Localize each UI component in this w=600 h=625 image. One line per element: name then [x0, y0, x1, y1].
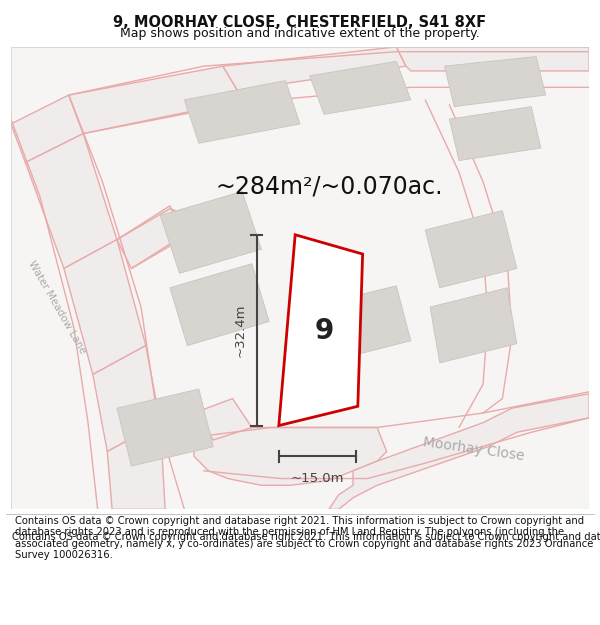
Text: 9: 9 [314, 317, 334, 345]
Polygon shape [425, 211, 517, 288]
Text: ~284m²/~0.070ac.: ~284m²/~0.070ac. [215, 174, 443, 199]
Text: Water Meadow Lane: Water Meadow Lane [26, 259, 88, 355]
Polygon shape [397, 47, 589, 71]
Polygon shape [184, 81, 300, 143]
Polygon shape [69, 66, 238, 134]
Text: ~15.0m: ~15.0m [290, 472, 344, 485]
Text: 9, MOORHAY CLOSE, CHESTERFIELD, S41 8XF: 9, MOORHAY CLOSE, CHESTERFIELD, S41 8XF [113, 15, 487, 30]
Polygon shape [25, 134, 117, 269]
Polygon shape [279, 235, 362, 426]
Polygon shape [445, 56, 546, 107]
Polygon shape [430, 288, 517, 363]
Polygon shape [170, 264, 269, 346]
Polygon shape [194, 428, 387, 485]
Polygon shape [310, 286, 411, 363]
Polygon shape [223, 47, 406, 90]
Text: Moorhay Close: Moorhay Close [422, 436, 525, 464]
Polygon shape [329, 394, 589, 509]
Text: ~32.4m: ~32.4m [234, 303, 247, 357]
Polygon shape [93, 346, 160, 451]
Text: Contains OS data © Crown copyright and database right 2021. This information is : Contains OS data © Crown copyright and d… [12, 532, 600, 542]
Text: Contains OS data © Crown copyright and database right 2021. This information is : Contains OS data © Crown copyright and d… [15, 516, 593, 561]
Polygon shape [117, 206, 184, 269]
Polygon shape [449, 107, 541, 161]
Polygon shape [160, 191, 262, 273]
Polygon shape [117, 389, 213, 466]
Polygon shape [194, 399, 252, 440]
Polygon shape [64, 239, 146, 374]
Polygon shape [11, 95, 83, 162]
Text: Map shows position and indicative extent of the property.: Map shows position and indicative extent… [120, 28, 480, 40]
Polygon shape [310, 61, 411, 114]
Polygon shape [107, 422, 165, 509]
